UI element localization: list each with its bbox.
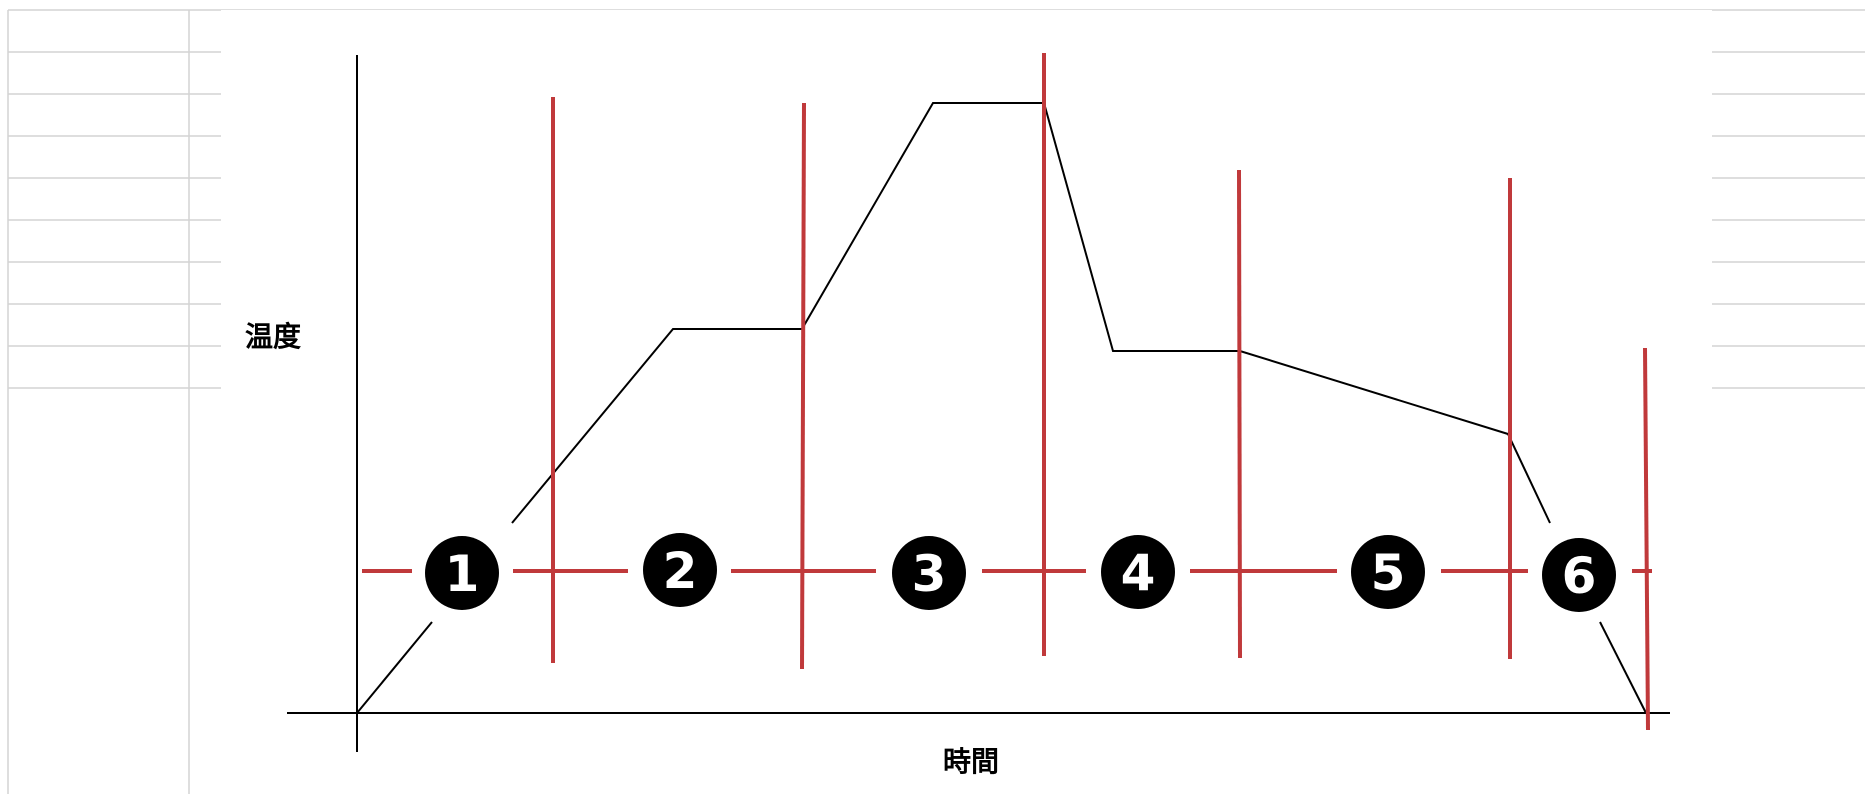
phase-badge-5: 5: [1351, 535, 1425, 609]
phase-dividers: [551, 53, 1650, 731]
phase-badge-1: 1: [425, 536, 499, 610]
phase-badge-3: 3: [892, 536, 966, 610]
phase-divider: [1237, 169, 1242, 659]
phase-number-2: 2: [663, 542, 698, 600]
phase-badge-4: 4: [1101, 535, 1175, 609]
x-axis-label: 時間: [943, 745, 1000, 778]
phase-number-6: 6: [1562, 547, 1597, 605]
phase-divider: [1643, 347, 1650, 731]
phase-badge-6: 6: [1542, 538, 1616, 612]
y-axis-label: 温度: [245, 320, 302, 353]
phase-number-4: 4: [1121, 544, 1156, 602]
phase-divider: [800, 102, 806, 670]
phase-number-5: 5: [1371, 544, 1406, 602]
chart-area[interactable]: [221, 10, 1712, 794]
phase-number-1: 1: [445, 545, 480, 603]
temperature-profile-line: [356, 102, 1647, 714]
phase-number-3: 3: [912, 545, 947, 603]
phase-badge-2: 2: [643, 533, 717, 607]
